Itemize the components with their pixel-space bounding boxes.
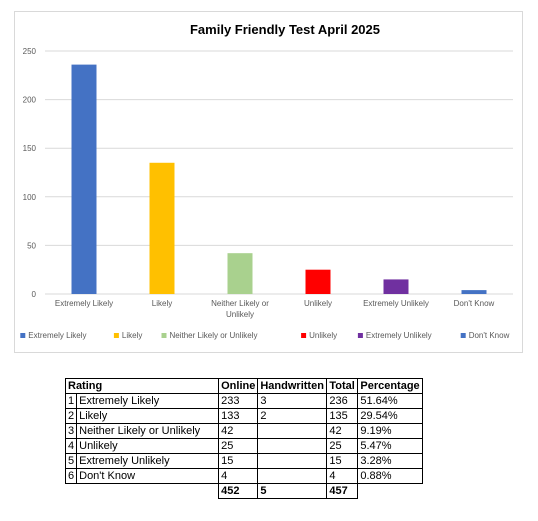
x-tick-label: Extremely Likely xyxy=(55,299,113,308)
row-percentage: 0.88% xyxy=(357,468,423,484)
legend-label: Unlikely xyxy=(309,331,337,340)
row-handwritten xyxy=(257,453,328,469)
header-total: Total xyxy=(326,378,359,394)
row-online: 133 xyxy=(218,408,259,424)
row-online: 4 xyxy=(218,468,259,484)
table-row: 6 Don't Know 4 4 0.88% xyxy=(64,468,423,484)
total-handwritten: 5 xyxy=(257,483,328,499)
legend-label: Extremely Unlikely xyxy=(366,331,432,340)
y-tick-label: 100 xyxy=(23,193,37,202)
row-index: 3 xyxy=(64,423,78,439)
bar-don-t-know xyxy=(461,290,487,294)
row-online: 15 xyxy=(218,453,259,469)
row-handwritten xyxy=(257,468,328,484)
row-total: 25 xyxy=(326,438,359,454)
legend-label: Likely xyxy=(122,331,142,340)
legend-label: Extremely Likely xyxy=(28,331,86,340)
header-online: Online xyxy=(218,378,259,394)
row-percentage: 29.54% xyxy=(357,408,423,424)
bar-extremely-unlikely xyxy=(383,279,409,294)
row-rating: Unlikely xyxy=(76,438,220,454)
row-handwritten: 2 xyxy=(257,408,328,424)
y-tick-label: 50 xyxy=(27,241,36,250)
x-tick-label: Likely xyxy=(152,299,172,308)
table-header-row: Rating Online Handwritten Total Percenta… xyxy=(64,378,423,394)
table-row: 3 Neither Likely or Unlikely 42 42 9.19% xyxy=(64,423,423,439)
bar-chart: Family Friendly Test April 2025 0 50 100 150… xyxy=(20,22,513,340)
row-percentage: 3.28% xyxy=(357,453,423,469)
row-rating: Neither Likely or Unlikely xyxy=(76,423,220,439)
row-rating: Likely xyxy=(76,408,220,424)
x-tick-label: Don't Know xyxy=(454,299,495,308)
y-tick-label: 250 xyxy=(23,47,37,56)
row-percentage: 51.64% xyxy=(357,393,423,409)
row-rating: Extremely Unlikely xyxy=(76,453,220,469)
x-tick-label: Neither Likely or xyxy=(211,299,269,308)
bar-extremely-likely xyxy=(71,64,97,294)
legend-label: Neither Likely or Unlikely xyxy=(170,331,258,340)
row-total: 42 xyxy=(326,423,359,439)
row-index: 2 xyxy=(64,408,78,424)
row-percentage: 9.19% xyxy=(357,423,423,439)
row-total: 135 xyxy=(326,408,359,424)
bar-neither-likely-or-unlikely xyxy=(227,253,253,294)
row-total: 4 xyxy=(326,468,359,484)
row-handwritten: 3 xyxy=(257,393,328,409)
table-totals-row: 452 5 457 xyxy=(66,483,423,499)
chart-title: Family Friendly Test April 2025 xyxy=(190,22,380,37)
x-tick-label: Unlikely xyxy=(226,310,254,319)
row-index: 4 xyxy=(64,438,78,454)
table-row: 2 Likely 133 2 135 29.54% xyxy=(64,408,423,424)
row-handwritten xyxy=(257,438,328,454)
row-index: 5 xyxy=(64,453,78,469)
total-online: 452 xyxy=(218,483,259,499)
header-percentage: Percentage xyxy=(357,378,423,394)
row-percentage: 5.47% xyxy=(357,438,423,454)
bar-unlikely xyxy=(305,269,331,294)
legend-swatch xyxy=(20,333,26,338)
y-tick-label: 150 xyxy=(23,144,37,153)
row-total: 236 xyxy=(326,393,359,409)
legend-swatch xyxy=(460,333,466,338)
legend-swatch xyxy=(301,333,307,338)
header-handwritten: Handwritten xyxy=(257,378,328,394)
x-tick-label: Unlikely xyxy=(304,299,332,308)
y-tick-label: 0 xyxy=(32,290,37,299)
chart-container: Family Friendly Test April 2025 0 50 100 150… xyxy=(14,11,523,353)
y-tick-label: 200 xyxy=(23,96,37,105)
row-handwritten xyxy=(257,423,328,439)
row-rating: Don't Know xyxy=(76,468,220,484)
row-online: 233 xyxy=(218,393,259,409)
legend-swatch xyxy=(161,333,167,338)
row-rating: Extremely Likely xyxy=(76,393,220,409)
row-online: 42 xyxy=(218,423,259,439)
row-index: 6 xyxy=(64,468,78,484)
legend-label: Don't Know xyxy=(469,331,510,340)
header-rating: Rating xyxy=(64,378,220,394)
row-total: 15 xyxy=(326,453,359,469)
rating-table: Rating Online Handwritten Total Percenta… xyxy=(64,378,423,499)
table-row: 1 Extremely Likely 233 3 236 51.64% xyxy=(64,393,423,409)
x-tick-label: Extremely Unlikely xyxy=(363,299,429,308)
table-row: 5 Extremely Unlikely 15 15 3.28% xyxy=(64,453,423,469)
total-total: 457 xyxy=(326,483,359,499)
row-online: 25 xyxy=(218,438,259,454)
bar-likely xyxy=(149,162,175,294)
row-index: 1 xyxy=(64,393,78,409)
legend-swatch xyxy=(113,333,119,338)
legend-swatch xyxy=(357,333,363,338)
table-row: 4 Unlikely 25 25 5.47% xyxy=(64,438,423,454)
